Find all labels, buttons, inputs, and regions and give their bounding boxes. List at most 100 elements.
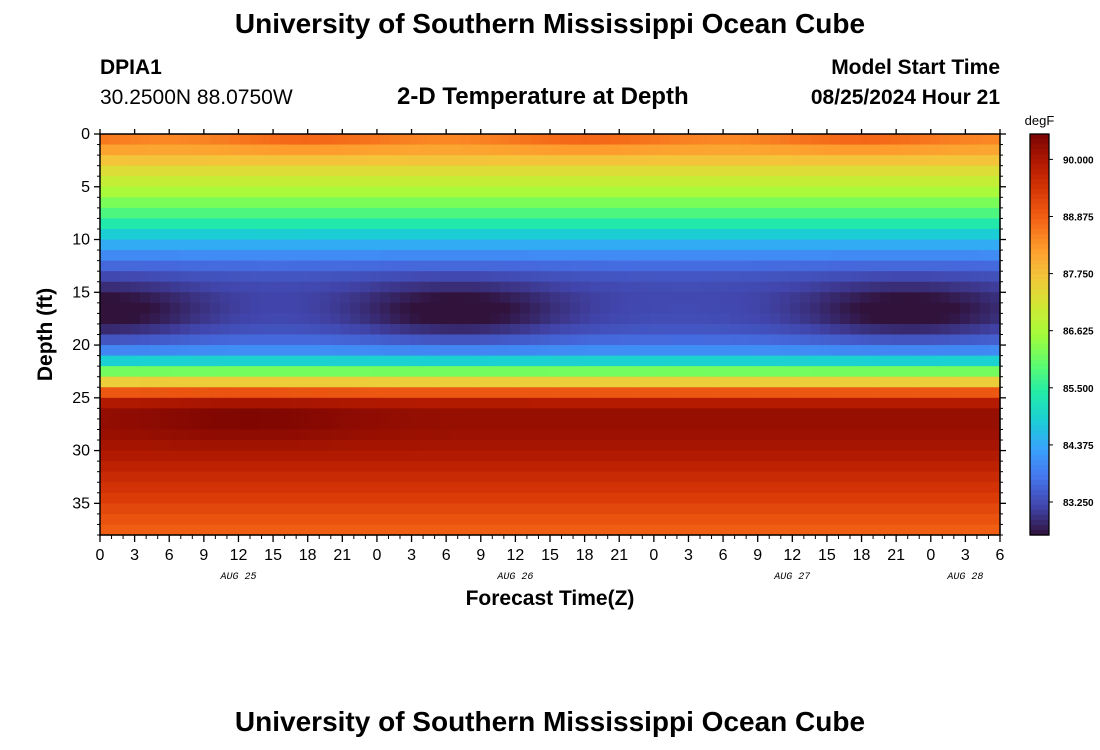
heatmap-cell (640, 513, 651, 526)
heatmap-cell (110, 186, 121, 198)
heatmap-cell (480, 492, 491, 504)
heatmap-cell (710, 323, 721, 336)
heatmap-cell (710, 513, 721, 526)
heatmap-cell (150, 186, 161, 198)
heatmap-cell (200, 334, 211, 346)
heatmap-cell (860, 250, 871, 262)
heatmap-cell (980, 260, 991, 272)
heatmap-cell (520, 186, 531, 198)
heatmap-cell (850, 334, 861, 346)
heatmap-cell (980, 218, 991, 230)
heatmap-cell (740, 292, 751, 304)
heatmap-cell (790, 429, 801, 441)
heatmap-cell (160, 334, 171, 346)
heatmap-cell (720, 513, 731, 526)
heatmap-cell (370, 218, 381, 230)
heatmap-cell (570, 440, 581, 452)
heatmap-cell (760, 302, 771, 314)
heatmap-cell (520, 228, 531, 241)
heatmap-cell (400, 186, 411, 198)
heatmap-cell (940, 292, 951, 304)
heatmap-cell (570, 355, 581, 367)
heatmap-cell (220, 197, 231, 209)
colorbar-segment (1030, 154, 1049, 160)
heatmap-cell (130, 397, 141, 409)
heatmap-cell (620, 323, 631, 336)
heatmap-cell (790, 144, 801, 156)
heatmap-cell (560, 429, 571, 441)
heatmap-cell (510, 376, 521, 388)
heatmap-cell (230, 144, 241, 156)
heatmap-cell (520, 503, 531, 515)
heatmap-cell (850, 323, 861, 336)
heatmap-cell (980, 418, 991, 431)
heatmap-cell (250, 218, 261, 230)
heatmap-cell (340, 197, 351, 209)
heatmap-cell (620, 387, 631, 399)
heatmap-cell (870, 513, 881, 526)
heatmap-cell (120, 292, 131, 304)
heatmap-cell (480, 524, 491, 536)
heatmap-cell (890, 482, 901, 494)
heatmap-cell (140, 144, 151, 156)
heatmap-cell (530, 492, 541, 504)
heatmap-cell (790, 408, 801, 420)
heatmap-cell (830, 134, 841, 146)
heatmap-cell (750, 461, 761, 473)
heatmap-cell (780, 197, 791, 209)
heatmap-cell (250, 144, 261, 156)
heatmap-cell (780, 471, 791, 483)
heatmap-cell (400, 207, 411, 220)
heatmap-cell (880, 165, 891, 177)
heatmap-cell (400, 271, 411, 283)
heatmap-cell (720, 260, 731, 272)
heatmap-cell (320, 461, 331, 473)
heatmap-cell (670, 366, 681, 378)
heatmap-cell (520, 134, 531, 146)
heatmap-cell (660, 408, 671, 420)
heatmap-cell (560, 155, 571, 167)
heatmap-cell (730, 155, 741, 167)
heatmap-cell (890, 260, 901, 272)
colorbar-segment (1030, 134, 1049, 140)
heatmap-cell (910, 376, 921, 388)
heatmap-cell (320, 440, 331, 452)
heatmap-cell (330, 313, 341, 325)
heatmap-cell (350, 440, 361, 452)
heatmap-cell (570, 271, 581, 283)
heatmap-cell (530, 524, 541, 536)
heatmap-cell (390, 260, 401, 272)
heatmap-cell (220, 408, 231, 420)
heatmap-cell (140, 155, 151, 167)
heatmap-cell (260, 271, 271, 283)
heatmap-cell (680, 366, 691, 378)
heatmap-cell (250, 176, 261, 188)
heatmap-cell (690, 492, 701, 504)
heatmap-cell (690, 292, 701, 304)
heatmap-cell (130, 334, 141, 346)
heatmap-cell (280, 218, 291, 230)
heatmap-cell (310, 228, 321, 241)
heatmap-cell (560, 197, 571, 209)
heatmap-cell (790, 176, 801, 188)
heatmap-cell (740, 250, 751, 262)
heatmap-cell (770, 292, 781, 304)
heatmap-cell (970, 418, 981, 431)
heatmap-cell (760, 376, 771, 388)
heatmap-cell (330, 250, 341, 262)
heatmap-cell (910, 471, 921, 483)
heatmap-cell (300, 376, 311, 388)
heatmap-cell (280, 355, 291, 367)
heatmap-cell (180, 239, 191, 251)
heatmap-cell (650, 313, 661, 325)
heatmap-cell (320, 482, 331, 494)
heatmap-cell (310, 165, 321, 177)
heatmap-cell (470, 334, 481, 346)
heatmap-cell (770, 260, 781, 272)
heatmap-cell (680, 418, 691, 431)
heatmap-cell (120, 134, 131, 146)
heatmap-cell (150, 176, 161, 188)
heatmap-cell (320, 176, 331, 188)
heatmap-cell (920, 271, 931, 283)
heatmap-cell (830, 418, 841, 431)
